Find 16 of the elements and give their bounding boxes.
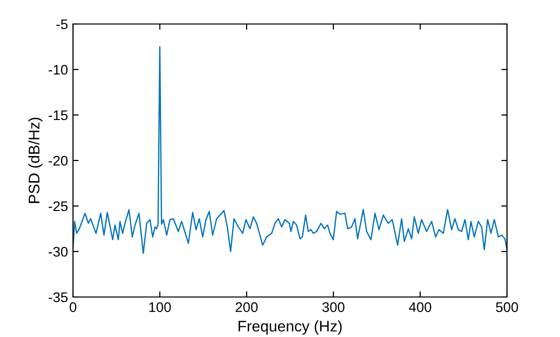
y-tick-label: -20 — [48, 156, 68, 166]
x-tick-label: 200 — [236, 302, 258, 312]
y-tick-label: -10 — [48, 64, 68, 75]
x-tick-label: 0 — [70, 302, 76, 312]
x-tick-label: 300 — [322, 302, 344, 312]
x-tick-label: 100 — [149, 302, 171, 312]
y-tick-label: -15 — [48, 110, 68, 120]
y-tick-label: -35 — [48, 292, 68, 302]
line-series — [73, 46, 507, 254]
y-axis-title: PSD (dB/Hz) — [28, 118, 43, 203]
x-axis-title: Frequency (Hz) — [238, 320, 342, 335]
y-tick-label: -5 — [56, 19, 68, 30]
x-tick-label: 400 — [408, 302, 432, 312]
x-tick-label: 500 — [496, 302, 518, 312]
y-tick-label: -25 — [48, 201, 68, 212]
y-tick-label: -30 — [48, 246, 68, 257]
